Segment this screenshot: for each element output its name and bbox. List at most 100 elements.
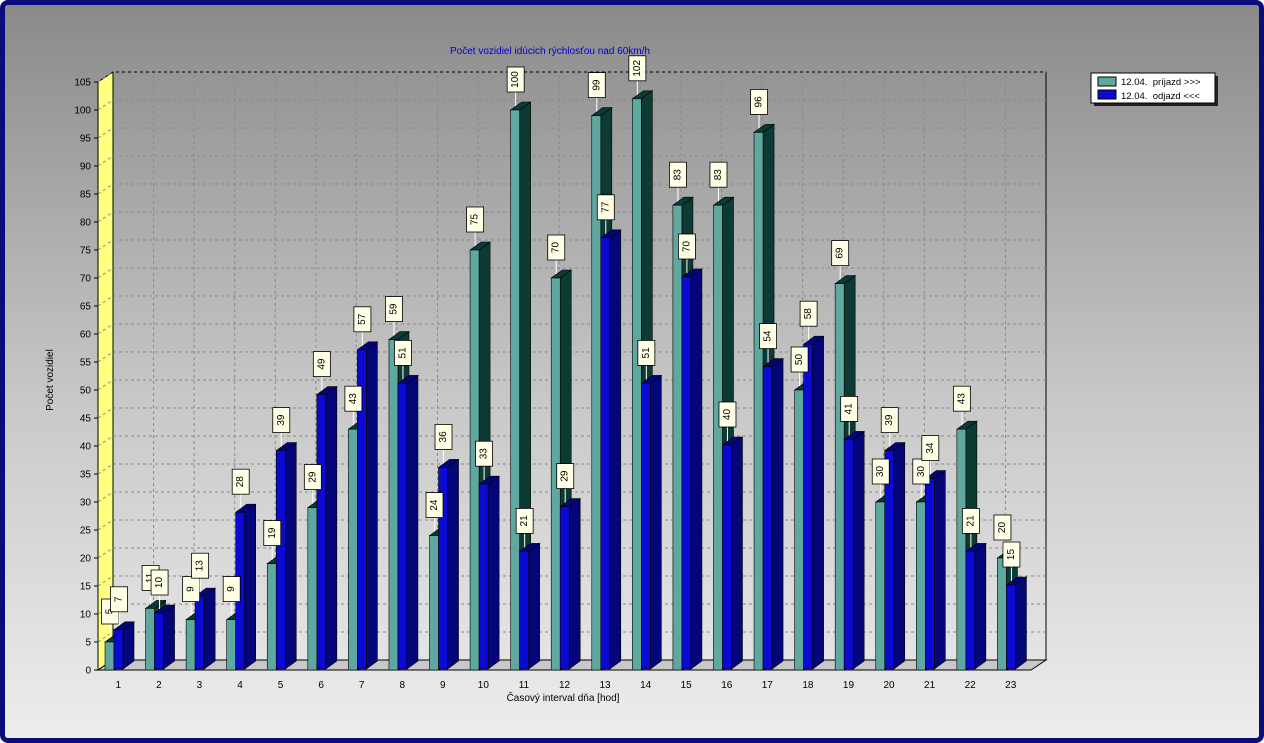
x-tick-label: 14 [640, 680, 652, 691]
legend-label-odjazd: 12.04. odjazd <<< [1121, 91, 1200, 102]
y-axis-title: Počet vozidiel [45, 349, 56, 411]
bar-side [568, 498, 581, 670]
data-label: 83 [713, 169, 724, 181]
data-label: 21 [965, 515, 976, 527]
data-label-box [678, 233, 696, 260]
y-tick-label: 85 [80, 190, 92, 201]
bar-side [203, 587, 216, 670]
data-label: 39 [276, 414, 287, 426]
y-tick-label: 45 [80, 414, 92, 425]
y-tick-label: 90 [80, 162, 92, 173]
x-tick-label: 5 [278, 680, 284, 691]
data-label: 58 [803, 308, 814, 320]
y-tick-label: 55 [80, 358, 92, 369]
bar-side [284, 442, 297, 670]
data-label: 54 [763, 330, 774, 342]
data-label-box [385, 296, 403, 323]
bar [429, 535, 439, 671]
data-label: 70 [551, 242, 562, 254]
data-label: 69 [835, 247, 846, 259]
data-label: 57 [357, 313, 368, 325]
data-label-box [952, 385, 971, 412]
data-label-box [556, 463, 575, 490]
data-label: 15 [1006, 549, 1017, 561]
bar [875, 501, 886, 671]
bar [357, 349, 367, 670]
y-tick-label: 60 [80, 330, 92, 341]
data-label-box [840, 395, 859, 422]
data-label-box [312, 351, 331, 378]
y-tick-label: 0 [85, 666, 91, 677]
bar [925, 478, 935, 670]
data-label-box [831, 240, 850, 267]
legend-label-prijazd: 12.04. príjazd >>> [1121, 77, 1201, 88]
data-label-box [718, 401, 737, 428]
data-label: 51 [641, 347, 652, 359]
data-label-box [150, 569, 169, 596]
data-label: 5 [105, 608, 116, 614]
bar [438, 467, 448, 670]
bar [843, 439, 854, 670]
y-tick-label: 75 [80, 246, 92, 257]
bar-side [528, 542, 540, 670]
y-tick-label: 50 [80, 386, 92, 397]
bar [884, 450, 895, 670]
x-tick-label: 19 [843, 680, 855, 691]
data-label: 75 [470, 214, 481, 226]
data-label: 29 [560, 470, 571, 482]
y-tick-label: 15 [80, 582, 92, 593]
bar [794, 389, 804, 671]
data-label: 83 [672, 169, 683, 181]
bar [753, 132, 764, 671]
bar [803, 343, 813, 670]
bar [641, 383, 651, 670]
data-label: 100 [510, 71, 521, 88]
data-label-box [353, 306, 372, 333]
data-label: 21 [519, 515, 530, 527]
data-label-box [637, 339, 656, 366]
bar [185, 619, 196, 671]
legend-swatch-prijazd [1097, 76, 1117, 87]
bar [104, 641, 115, 671]
x-tick-label: 20 [883, 680, 895, 691]
bar [965, 551, 976, 670]
data-label-box [191, 552, 210, 579]
data-label-box [871, 458, 890, 485]
bar-side [447, 458, 459, 670]
bar [713, 204, 723, 671]
data-label-box [1002, 541, 1021, 568]
data-label-box [231, 468, 250, 495]
bar-side [366, 341, 378, 670]
bar [559, 506, 570, 670]
data-label-box [993, 514, 1012, 541]
data-label: 9 [226, 586, 237, 592]
data-label: 50 [794, 354, 805, 366]
data-label-box [587, 72, 606, 98]
chart-title: Počet vozidiel idúcich rýchlosťou nad 60… [450, 46, 650, 57]
x-tick-label: 7 [359, 680, 365, 691]
legend: 12.04. príjazd >>> 12.04. odjazd <<< [1090, 72, 1218, 106]
data-label-box [434, 423, 453, 450]
y-tick-label: 105 [74, 78, 91, 89]
x-tick-label: 4 [237, 680, 243, 691]
data-label: 28 [235, 476, 246, 488]
bar [600, 237, 611, 670]
chart-canvas: 0510152025303540455055606570758085909510… [5, 5, 1259, 738]
bar [956, 428, 967, 671]
data-label: 40 [722, 409, 733, 421]
y-tick-label: 25 [80, 526, 92, 537]
data-label: 102 [632, 60, 643, 77]
data-label: 9 [186, 586, 197, 592]
data-label: 30 [916, 466, 927, 478]
data-label: 7 [114, 596, 125, 602]
data-label: 30 [875, 466, 886, 478]
bar [672, 204, 683, 671]
bar [348, 428, 358, 671]
data-label-box [425, 492, 444, 519]
y-tick-label: 95 [80, 134, 92, 145]
data-label: 96 [754, 96, 765, 108]
bar [194, 595, 205, 670]
data-label-box [344, 385, 363, 412]
data-label: 39 [884, 414, 895, 426]
